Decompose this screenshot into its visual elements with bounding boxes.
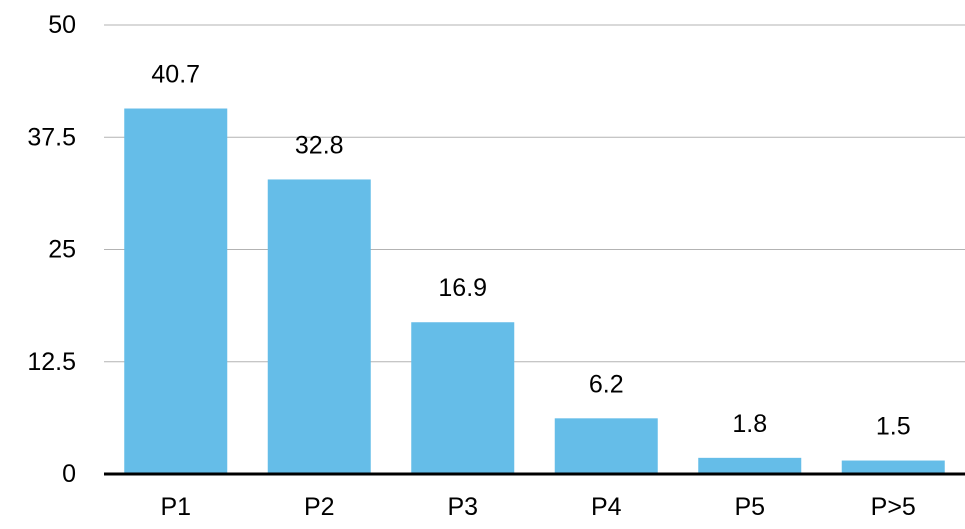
bars xyxy=(124,108,945,474)
y-axis-ticks: 0 12.5 25 37.5 50 xyxy=(27,11,76,488)
data-label: 6.2 xyxy=(589,370,624,398)
data-label: 32.8 xyxy=(295,131,344,159)
bar-p2 xyxy=(267,179,371,474)
bar-p5 xyxy=(698,457,802,474)
data-label: 1.5 xyxy=(876,413,911,441)
data-label: 1.8 xyxy=(732,410,767,438)
y-tick-label: 0 xyxy=(62,460,76,488)
x-tick-label: P5 xyxy=(734,493,765,521)
gridlines xyxy=(104,24,965,363)
x-tick-label: P>5 xyxy=(871,493,916,521)
y-tick-label: 25 xyxy=(48,236,76,264)
x-tick-label: P1 xyxy=(160,493,191,521)
bar-p-5 xyxy=(841,460,945,474)
x-tick-label: P3 xyxy=(447,493,478,521)
x-axis-ticks: P1 P2 P3 P4 P5 P>5 xyxy=(160,493,915,521)
data-label: 16.9 xyxy=(438,274,487,302)
data-label: 40.7 xyxy=(151,61,200,89)
x-tick-label: P2 xyxy=(304,493,335,521)
y-tick-label: 12.5 xyxy=(27,348,76,376)
data-labels: 40.7 32.8 16.9 6.2 1.8 1.5 xyxy=(151,61,910,441)
bar-p3 xyxy=(411,322,515,474)
y-tick-label: 37.5 xyxy=(27,123,76,151)
bar-p1 xyxy=(124,108,228,474)
y-tick-label: 50 xyxy=(48,11,76,39)
bar-p4 xyxy=(554,418,658,474)
x-tick-label: P4 xyxy=(591,493,622,521)
